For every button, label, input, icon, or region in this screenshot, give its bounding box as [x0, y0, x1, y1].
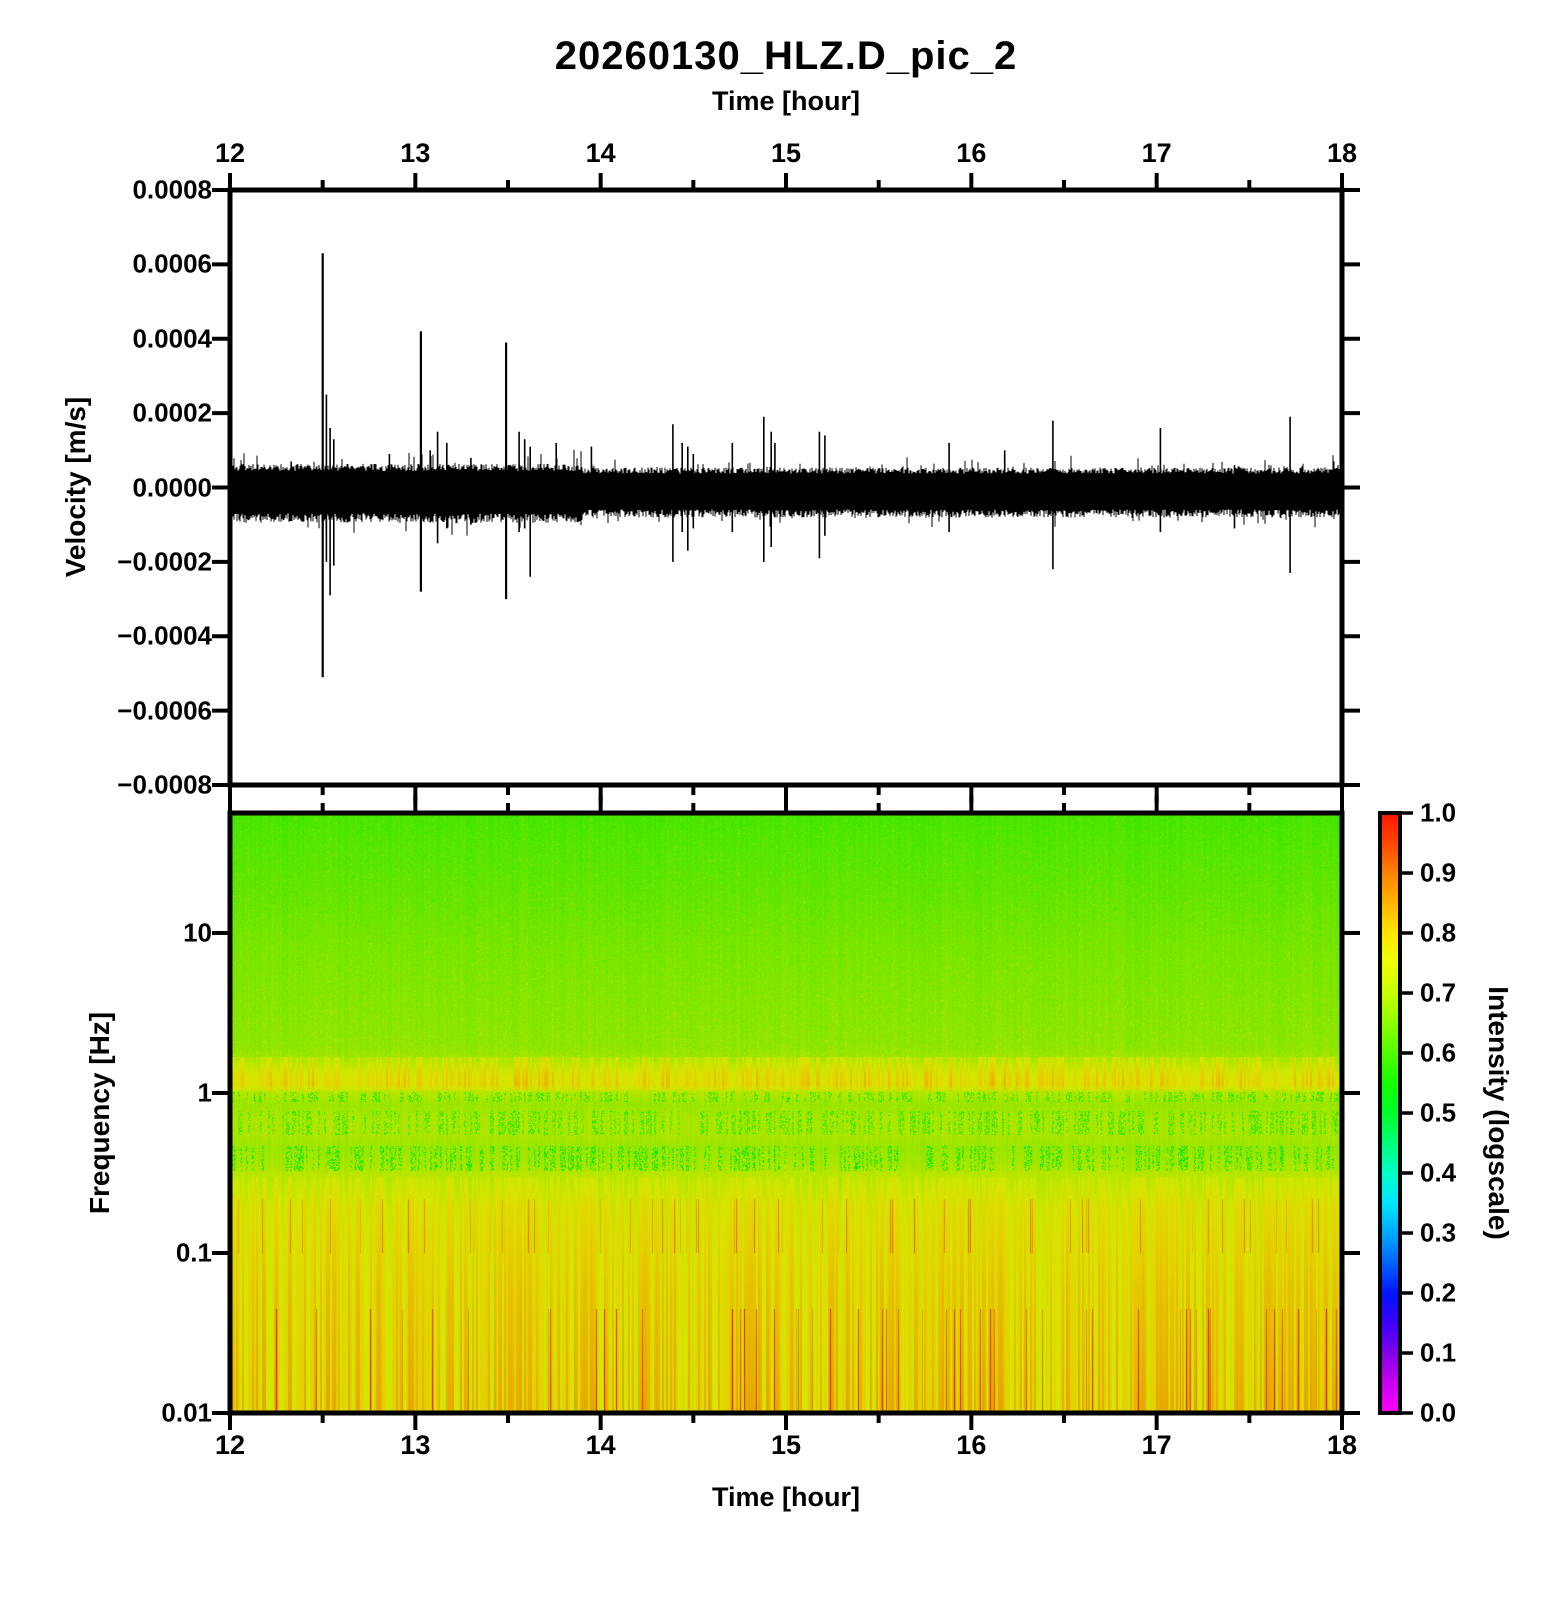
bottom-hour-tick-label: 16	[956, 1430, 987, 1460]
velocity-tick-label: −0.0004	[117, 620, 212, 651]
top-hour-tick-label: 16	[956, 138, 987, 168]
page-title: 20260130_HLZ.D_pic_2	[554, 34, 1018, 78]
frequency-tick-label: 10	[183, 917, 212, 948]
frequency-tick-label: 0.01	[161, 1397, 212, 1428]
frequency-tick-label: 0.1	[175, 1237, 212, 1268]
top-hour-tick-label: 18	[1326, 138, 1358, 168]
colorbar-tick-label: 0.0	[1420, 1397, 1457, 1428]
top-hour-tick-label: 14	[585, 138, 616, 168]
colorbar-tick-label: 0.3	[1420, 1217, 1457, 1248]
colorbar-tick-label: 0.5	[1420, 1097, 1457, 1128]
frequency-tick-label: 1	[197, 1077, 212, 1108]
velocity-tick-label: −0.0006	[117, 695, 212, 726]
colorbar-tick-label: 0.9	[1420, 857, 1457, 888]
colorbar-tick-label: 0.8	[1420, 917, 1457, 948]
top-hour-tick-label: 15	[770, 138, 802, 168]
colorbar-tick-label: 0.2	[1420, 1277, 1457, 1308]
velocity-tick-label: 0.0002	[132, 397, 212, 428]
spectrogram-heatmap	[230, 813, 1342, 1413]
velocity-tick-label: 0.0006	[132, 248, 212, 279]
top-time-axis-label: Time [hour]	[712, 86, 860, 116]
colorbar-tick-label: 0.6	[1420, 1037, 1457, 1068]
bottom-hour-tick-label: 18	[1326, 1430, 1358, 1460]
colorbar-tick-label: 1.0	[1420, 797, 1457, 828]
velocity-tick-label: 0.0004	[132, 323, 212, 354]
bottom-hour-tick-label: 17	[1141, 1430, 1172, 1460]
colorbar-tick-label: 0.1	[1420, 1337, 1457, 1368]
bottom-hour-tick-label: 12	[214, 1430, 246, 1460]
top-hour-tick-label: 13	[400, 138, 431, 168]
velocity-tick-label: 0.0008	[132, 174, 212, 205]
top-hour-tick-label: 12	[214, 138, 246, 168]
top-hour-tick-label: 17	[1141, 138, 1172, 168]
bottom-time-axis-label: Time [hour]	[712, 1482, 860, 1512]
colorbar-tick-label: 0.7	[1420, 977, 1457, 1008]
colorbar-tick-label: 0.4	[1420, 1157, 1457, 1188]
velocity-tick-label: 0.0000	[132, 472, 212, 502]
bottom-hour-tick-label: 14	[585, 1430, 616, 1460]
bottom-hour-tick-label: 15	[770, 1430, 802, 1460]
bottom-hour-tick-label: 13	[400, 1430, 431, 1460]
velocity-tick-label: −0.0002	[117, 546, 212, 577]
velocity-tick-label: −0.0008	[117, 769, 212, 800]
